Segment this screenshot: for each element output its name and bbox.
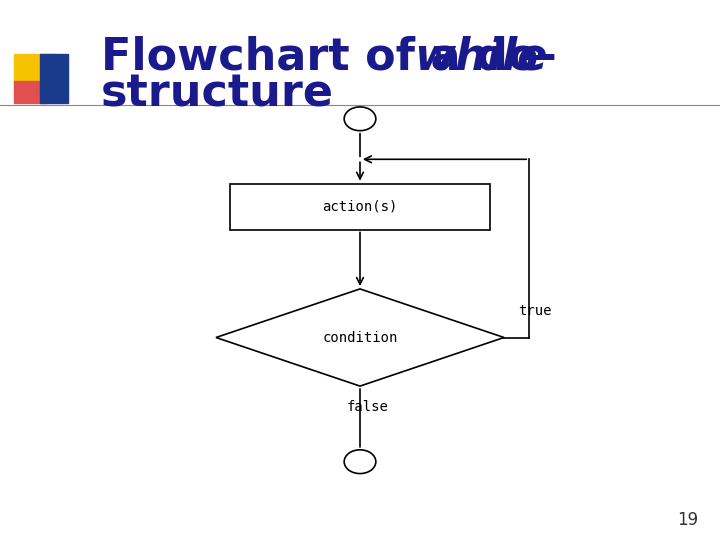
Text: Flowchart of a do-: Flowchart of a do-	[101, 35, 557, 78]
Text: true: true	[518, 304, 552, 318]
Bar	[14, 54, 54, 84]
Text: 19: 19	[678, 511, 698, 529]
Text: false: false	[346, 400, 388, 414]
Text: structure: structure	[101, 73, 334, 116]
Bar	[14, 81, 47, 103]
Text: while: while	[414, 35, 547, 78]
Text: condition: condition	[323, 330, 397, 345]
Text: action(s): action(s)	[323, 200, 397, 213]
Bar	[230, 184, 490, 230]
Bar	[40, 54, 68, 103]
